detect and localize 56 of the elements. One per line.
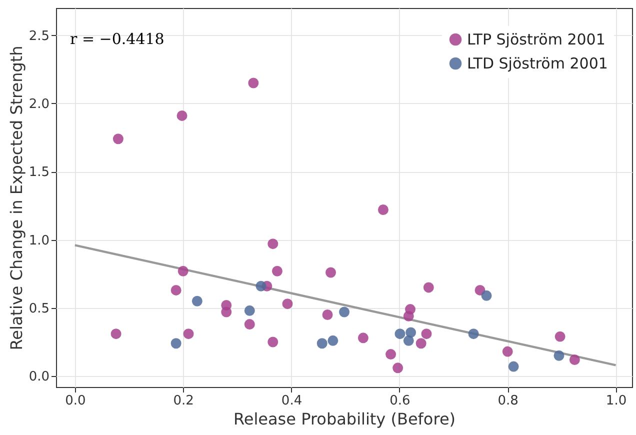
point — [282, 298, 293, 310]
point — [406, 327, 416, 338]
point — [244, 319, 255, 330]
point — [423, 282, 434, 293]
y-tick-label: 1.5 — [28, 165, 50, 180]
point — [502, 346, 513, 357]
legend-label: LTP Sjöström 2001 — [467, 30, 606, 48]
x-tick-label: 1.0 — [606, 394, 627, 408]
x-tick-label: 0.2 — [173, 394, 194, 408]
point — [508, 361, 519, 372]
point — [386, 349, 396, 360]
point — [170, 338, 182, 349]
y-tick-label: 2.5 — [28, 28, 50, 44]
point — [178, 266, 188, 276]
point — [170, 284, 182, 296]
point — [358, 332, 368, 344]
point — [221, 306, 232, 318]
point — [244, 305, 255, 316]
point — [328, 335, 338, 346]
point — [110, 328, 122, 340]
x-tick-label: 0.8 — [498, 394, 518, 408]
y-tick-label: 1.0 — [28, 233, 50, 248]
point — [322, 310, 333, 320]
x-axis-title: Release Probability (Before) — [233, 410, 456, 428]
point — [468, 328, 479, 340]
point — [268, 336, 278, 348]
point — [272, 266, 282, 276]
y-tick-label: 0.0 — [28, 370, 50, 385]
x-tick-label: 0.6 — [390, 394, 410, 408]
y-tick-label: 2.0 — [28, 96, 50, 112]
x-tick-label: 0.0 — [65, 394, 86, 408]
point — [268, 238, 278, 250]
point — [394, 328, 406, 340]
point — [192, 296, 202, 306]
point — [554, 350, 564, 361]
point — [176, 110, 188, 121]
point — [403, 310, 414, 322]
point — [378, 204, 388, 216]
point — [248, 78, 259, 88]
x-tick-label: 0.4 — [281, 394, 302, 408]
point — [416, 338, 426, 349]
legend-label: LTD Sjöström 2001 — [467, 54, 608, 72]
point — [392, 362, 404, 374]
point — [421, 328, 432, 340]
y-tick-label: 0.5 — [28, 301, 50, 316]
y-axis-title: Relative Change in Expected Strength — [6, 46, 26, 350]
point — [554, 331, 566, 342]
point — [569, 354, 580, 365]
point — [481, 290, 492, 301]
point — [326, 267, 336, 278]
point — [316, 338, 328, 349]
point — [339, 306, 350, 318]
point — [256, 280, 266, 292]
point — [112, 134, 124, 144]
point — [183, 328, 194, 340]
annotation: r = −0.4418 — [70, 30, 164, 48]
